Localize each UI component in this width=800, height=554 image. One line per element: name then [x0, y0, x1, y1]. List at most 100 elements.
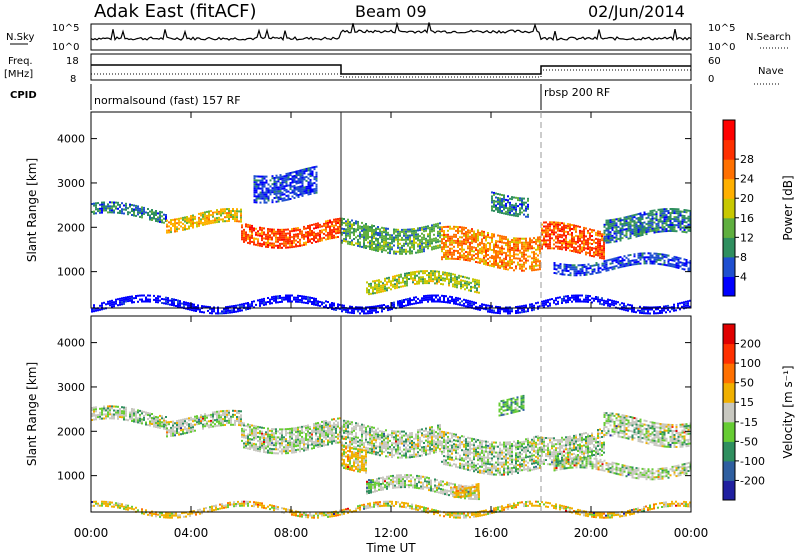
- data-cell: [663, 259, 666, 262]
- data-cell: [400, 275, 402, 278]
- data-cell: [495, 206, 497, 209]
- data-cell: [448, 280, 450, 283]
- data-cell: [687, 261, 690, 264]
- data-cell: [139, 209, 141, 212]
- data-cell: [445, 235, 447, 238]
- data-cell: [447, 245, 449, 248]
- data-cell: [603, 253, 605, 256]
- data-cell: [685, 300, 687, 303]
- data-cell: [448, 284, 450, 287]
- data-cell: [629, 217, 632, 220]
- data-cell: [375, 311, 377, 314]
- data-cell: [327, 223, 329, 226]
- data-cell: [681, 220, 684, 223]
- data-cell: [382, 282, 384, 285]
- data-cell: [333, 224, 335, 227]
- data-cell: [529, 237, 531, 240]
- data-cell: [208, 222, 210, 225]
- data-cell: [575, 294, 577, 297]
- data-cell: [639, 254, 642, 257]
- data-cell: [521, 267, 523, 270]
- data-cell: [478, 291, 480, 294]
- data-cell: [192, 430, 194, 433]
- data-cell: [117, 409, 119, 412]
- data-cell: [667, 264, 670, 267]
- data-cell: [385, 235, 387, 238]
- data-cell: [365, 306, 367, 309]
- data-cell: [446, 272, 448, 274]
- data-cell: [113, 209, 115, 212]
- data-cell: [259, 183, 262, 186]
- data-cell: [289, 238, 291, 241]
- data-cell: [368, 289, 370, 292]
- data-cell: [527, 205, 529, 208]
- data-cell: [180, 423, 182, 426]
- data-cell: [297, 172, 300, 174]
- data-cell: [194, 419, 196, 422]
- data-cell: [515, 241, 517, 244]
- data-cell: [463, 258, 465, 261]
- data-cell: [457, 246, 459, 248]
- data-cell: [601, 239, 603, 242]
- data-cell: [198, 216, 200, 219]
- data-cell: [267, 242, 269, 244]
- data-cell: [123, 416, 125, 419]
- data-cell: [649, 228, 652, 231]
- data-cell: [190, 225, 192, 227]
- data-cell: [593, 297, 595, 300]
- data-cell: [133, 208, 135, 211]
- data-cell: [659, 263, 662, 266]
- data-cell: [667, 210, 670, 212]
- data-cell: [673, 259, 676, 262]
- data-cell: [519, 263, 521, 266]
- data-cell: [291, 300, 293, 303]
- data-cell: [233, 311, 235, 313]
- data-cell: [237, 304, 239, 307]
- data-cell: [371, 307, 373, 310]
- data-cell: [407, 250, 409, 253]
- data-cell: [283, 232, 285, 235]
- data-cell: [361, 225, 363, 228]
- data-cell: [569, 225, 571, 228]
- data-cell: [143, 210, 145, 213]
- data-cell: [485, 261, 487, 264]
- data-cell: [404, 284, 406, 287]
- data-cell: [448, 272, 450, 275]
- data-cell: [271, 177, 274, 180]
- data-cell: [155, 210, 157, 212]
- data-cell: [109, 201, 111, 204]
- data-cell: [419, 301, 421, 304]
- data-cell: [295, 229, 297, 232]
- data-cell: [453, 251, 455, 254]
- data-cell: [359, 243, 361, 246]
- data-cell: [543, 302, 545, 305]
- data-cell: [222, 210, 224, 213]
- data-cell: [441, 228, 443, 231]
- data-cell: [647, 230, 650, 233]
- data-cell: [283, 296, 285, 299]
- data-cell: [315, 297, 317, 300]
- data-cell: [649, 260, 652, 263]
- data-cell: [297, 237, 299, 240]
- data-cell: [465, 257, 467, 259]
- data-cell: [287, 178, 290, 181]
- data-cell: [571, 268, 574, 271]
- data-cell: [367, 225, 369, 228]
- data-cell: [241, 303, 243, 306]
- data-cell: [683, 215, 686, 217]
- data-cell: [515, 239, 517, 242]
- data-cell: [174, 430, 176, 433]
- data-cell: [445, 245, 447, 248]
- data-cell: [420, 276, 422, 279]
- data-cell: [667, 220, 670, 222]
- data-cell: [545, 303, 547, 306]
- data-cell: [172, 426, 174, 429]
- data-cell: [653, 209, 656, 212]
- data-cell: [659, 226, 662, 229]
- data-cell: [661, 255, 664, 258]
- data-cell: [145, 421, 147, 424]
- data-cell: [549, 235, 551, 238]
- data-cell: [651, 256, 654, 259]
- data-cell: [303, 170, 306, 173]
- data-cell: [567, 274, 570, 276]
